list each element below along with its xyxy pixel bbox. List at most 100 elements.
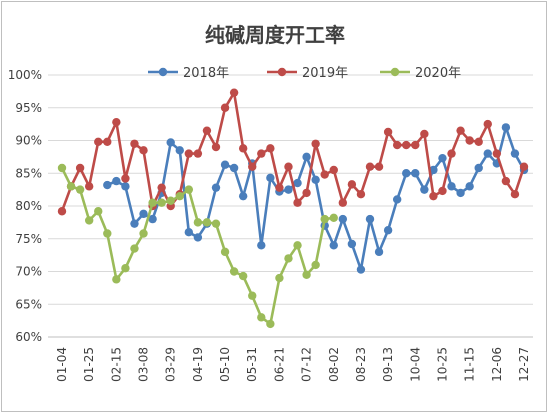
data-point <box>302 270 311 279</box>
data-point <box>248 291 257 300</box>
data-point <box>175 191 184 201</box>
x-tick-label: 10-04 <box>408 347 422 382</box>
y-tick-label: 60% <box>15 330 42 344</box>
data-point <box>166 138 175 147</box>
data-point <box>438 186 447 196</box>
data-point <box>103 180 112 190</box>
data-point <box>112 176 121 186</box>
data-point <box>266 319 275 329</box>
data-point <box>456 188 465 198</box>
data-point <box>248 162 257 171</box>
data-point <box>157 198 166 207</box>
series-2020年 <box>57 163 338 329</box>
data-point <box>121 174 130 183</box>
data-point <box>130 139 139 148</box>
data-point <box>420 185 429 194</box>
y-tick-label: 80% <box>15 199 42 213</box>
x-tick-label: 09-13 <box>381 347 395 382</box>
data-point <box>411 169 420 178</box>
data-point <box>383 226 393 235</box>
x-tick-label: 08-23 <box>354 347 368 382</box>
x-tick-label: 05-10 <box>218 347 232 382</box>
data-point <box>474 137 483 147</box>
x-axis-ticks: 01-04 01-25 02-15 03-08 03-29 04-19 05-10 05-31… <box>55 347 531 382</box>
data-point <box>112 275 121 284</box>
data-point <box>184 149 194 158</box>
data-point <box>94 137 103 147</box>
data-point <box>465 136 474 145</box>
data-point <box>492 149 502 158</box>
x-tick-label: 03-08 <box>137 347 151 382</box>
y-tick-label: 95% <box>15 101 42 115</box>
grid-lines <box>48 74 533 338</box>
data-point <box>311 260 320 270</box>
data-point <box>356 190 366 199</box>
data-point <box>519 162 529 171</box>
data-point <box>284 254 293 263</box>
data-point <box>211 142 221 152</box>
data-point <box>402 169 411 178</box>
data-point <box>157 183 166 192</box>
x-tick-label: 07-12 <box>300 347 314 382</box>
data-point <box>356 265 366 274</box>
x-tick-label: 12-06 <box>490 347 504 382</box>
data-point <box>257 149 266 158</box>
data-point <box>447 182 456 191</box>
data-point <box>338 198 348 207</box>
data-point <box>220 247 230 257</box>
y-tick-label: 100% <box>8 68 42 82</box>
data-point <box>166 196 175 205</box>
x-tick-label: 06-21 <box>272 347 286 382</box>
data-point <box>374 247 384 257</box>
data-point <box>148 198 157 207</box>
data-point <box>438 153 447 163</box>
legend-marker <box>277 67 287 77</box>
data-point <box>193 233 203 242</box>
data-point <box>483 149 492 158</box>
data-point <box>130 219 139 228</box>
y-tick-label: 65% <box>15 297 42 311</box>
data-point <box>329 165 338 175</box>
x-tick-label: 05-31 <box>245 347 259 382</box>
data-point <box>320 214 329 224</box>
data-point <box>374 162 384 171</box>
data-point <box>420 129 429 139</box>
data-point <box>429 165 438 175</box>
data-point <box>229 267 239 276</box>
data-point <box>311 175 320 184</box>
data-point <box>266 173 275 183</box>
data-point <box>103 137 112 147</box>
data-point <box>66 182 76 191</box>
y-tick-label: 85% <box>15 166 42 180</box>
data-point <box>139 209 148 219</box>
data-point <box>483 119 492 129</box>
data-point <box>229 163 239 173</box>
series-2019年 <box>57 88 529 216</box>
data-point <box>293 178 302 188</box>
data-point <box>103 229 112 238</box>
x-tick-label: 01-04 <box>55 347 69 382</box>
data-point <box>429 191 438 201</box>
data-point <box>193 149 203 158</box>
data-point <box>148 214 157 224</box>
data-point <box>275 183 284 192</box>
data-point <box>84 182 94 191</box>
data-point <box>211 183 221 192</box>
x-tick-label: 02-15 <box>109 347 123 382</box>
data-point <box>275 273 284 283</box>
data-point <box>465 182 474 191</box>
data-point <box>139 229 148 238</box>
data-point <box>329 213 338 222</box>
data-point <box>139 146 148 155</box>
series-group <box>57 88 529 329</box>
data-point <box>220 160 230 169</box>
series-line <box>60 167 334 326</box>
data-point <box>202 126 212 135</box>
data-point <box>112 117 121 127</box>
x-tick-label: 01-25 <box>82 347 96 382</box>
y-tick-label: 75% <box>15 232 42 246</box>
data-point <box>456 126 465 135</box>
data-point <box>202 218 212 227</box>
x-tick-label: 10-25 <box>435 347 449 382</box>
